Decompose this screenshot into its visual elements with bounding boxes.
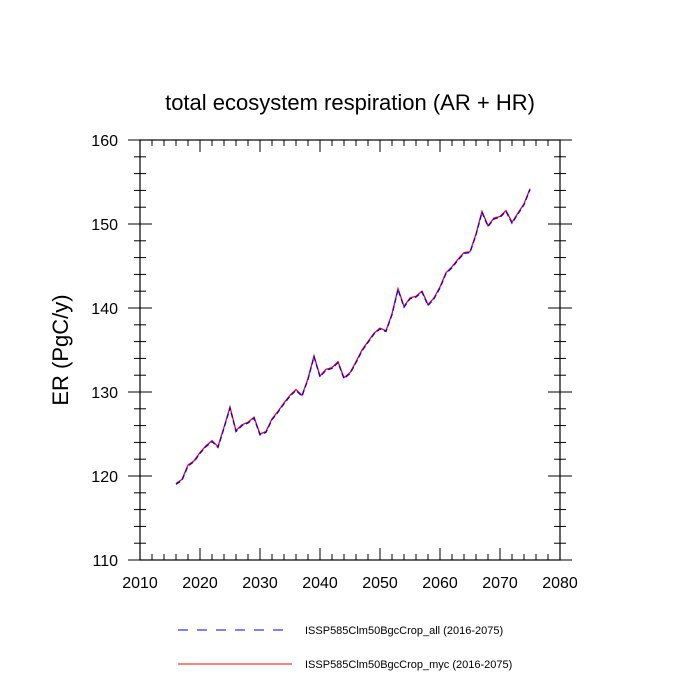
chart-title: total ecosystem respiration (AR + HR)	[165, 90, 535, 115]
y-tick-label: 130	[91, 385, 118, 402]
x-tick-label: 2060	[422, 575, 458, 592]
axes: 2010 2020 2030 2040 2050 2060 2070 2080 110 120 13…	[91, 133, 578, 592]
x-tick-label: 2070	[482, 575, 518, 592]
series-layer	[175, 188, 531, 485]
x-tick-label: 2050	[362, 575, 398, 592]
y-tick-label: 140	[91, 301, 118, 318]
legend-label-1: ISSP585Clm50BgcCrop_all (2016-2075)	[305, 625, 503, 637]
y-tick-label: 110	[92, 553, 118, 570]
x-tick-label: 2020	[182, 575, 218, 592]
x-tick-label: 2030	[242, 575, 278, 592]
legend: ISSP585Clm50BgcCrop_all (2016-2075) ISSP5…	[178, 625, 512, 671]
legend-label-2: ISSP585Clm50BgcCrop_myc (2016-2075)	[305, 659, 512, 671]
x-tick-label: 2080	[542, 575, 578, 592]
y-tick-label: 120	[91, 469, 118, 486]
x-tick-label: 2010	[122, 575, 158, 592]
series-line-1	[175, 189, 531, 485]
plot-frame	[139, 139, 561, 561]
y-axis-label: ER (PgC/y)	[48, 294, 73, 405]
y-tick-label: 150	[91, 217, 118, 234]
x-tick-label: 2040	[302, 575, 338, 592]
y-tick-label: 160	[91, 133, 118, 150]
